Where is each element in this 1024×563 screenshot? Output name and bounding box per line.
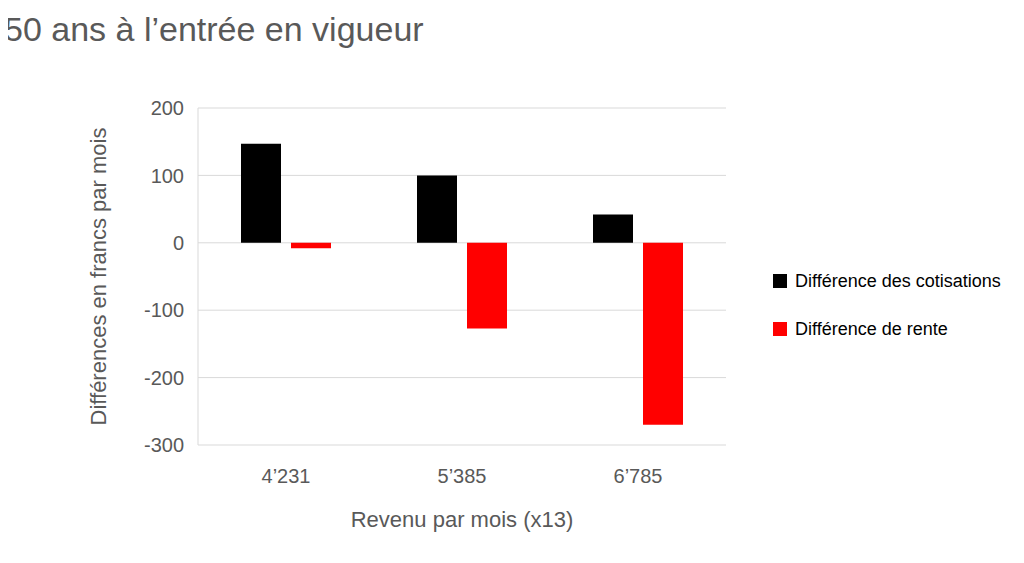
svg-text:6’785: 6’785 xyxy=(614,465,663,487)
svg-text:-200: -200 xyxy=(144,367,184,389)
svg-text:Différences en francs par mois: Différences en francs par mois xyxy=(86,128,111,426)
svg-text:5’385: 5’385 xyxy=(438,465,487,487)
svg-text:100: 100 xyxy=(151,165,184,187)
html-text:Différence des cotisations: Différence des cotisations xyxy=(795,271,1001,291)
svg-text:200: 200 xyxy=(151,97,184,119)
svg-text:4’231: 4’231 xyxy=(262,465,311,487)
svg-text:Revenu par mois (x13): Revenu par mois (x13) xyxy=(351,507,574,532)
svg-text:-300: -300 xyxy=(144,434,184,456)
html-text:Différence de rente: Différence de rente xyxy=(795,319,948,339)
svg-text:-100: -100 xyxy=(144,299,184,321)
html-text:50 ans à l’entrée en vigueur: 50 ans à l’entrée en vigueur xyxy=(4,10,424,48)
svg-text:0: 0 xyxy=(173,232,184,254)
